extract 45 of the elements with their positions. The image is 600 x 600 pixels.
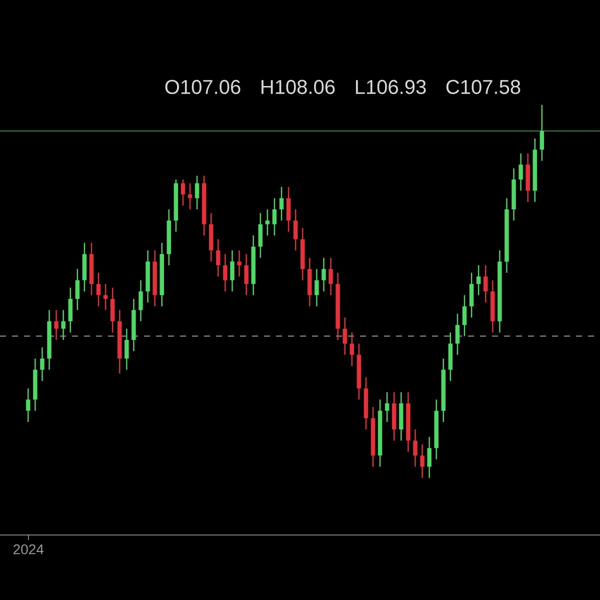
candlestick	[484, 264, 488, 304]
candlestick	[265, 208, 270, 236]
candlestick	[75, 268, 80, 311]
candlestick	[110, 287, 115, 334]
candlestick	[420, 444, 424, 479]
candlestick	[322, 257, 326, 292]
text: C107.58	[446, 80, 520, 94]
candlestick	[26, 388, 30, 423]
candlestick	[286, 186, 291, 232]
candlestick	[328, 257, 333, 296]
candlestick	[279, 186, 284, 222]
candlestick	[469, 272, 474, 318]
candlestick	[476, 264, 481, 296]
text: L106.93	[356, 80, 426, 94]
candlestick	[103, 283, 108, 311]
text: O107.06	[165, 80, 240, 94]
candlestick	[258, 212, 263, 258]
candlestick	[244, 254, 248, 296]
candlestick	[462, 294, 467, 337]
candlestick	[216, 238, 220, 278]
text: 2024	[14, 544, 44, 554]
candlestick	[384, 392, 390, 423]
candlestick	[68, 287, 72, 334]
candlestick	[518, 152, 523, 192]
candlestick	[413, 428, 418, 468]
text: H108.06	[262, 80, 335, 94]
candlestick	[61, 309, 66, 341]
candlestick	[540, 104, 544, 162]
candlestick	[138, 280, 143, 322]
candlestick	[124, 328, 129, 370]
candlestick	[40, 346, 44, 382]
candlestick	[223, 254, 228, 292]
candlestick	[455, 313, 460, 356]
candlestick	[293, 208, 298, 251]
candlestick	[237, 250, 242, 278]
candlestick	[194, 175, 200, 210]
candlestick	[230, 250, 234, 292]
candlestick	[272, 198, 277, 236]
candlestick	[427, 436, 432, 479]
candlestick	[350, 332, 354, 367]
candlestick	[54, 309, 58, 341]
candlestick	[180, 178, 186, 206]
candlestick	[96, 272, 101, 307]
candlestick	[314, 268, 319, 307]
candlestick	[342, 316, 347, 356]
